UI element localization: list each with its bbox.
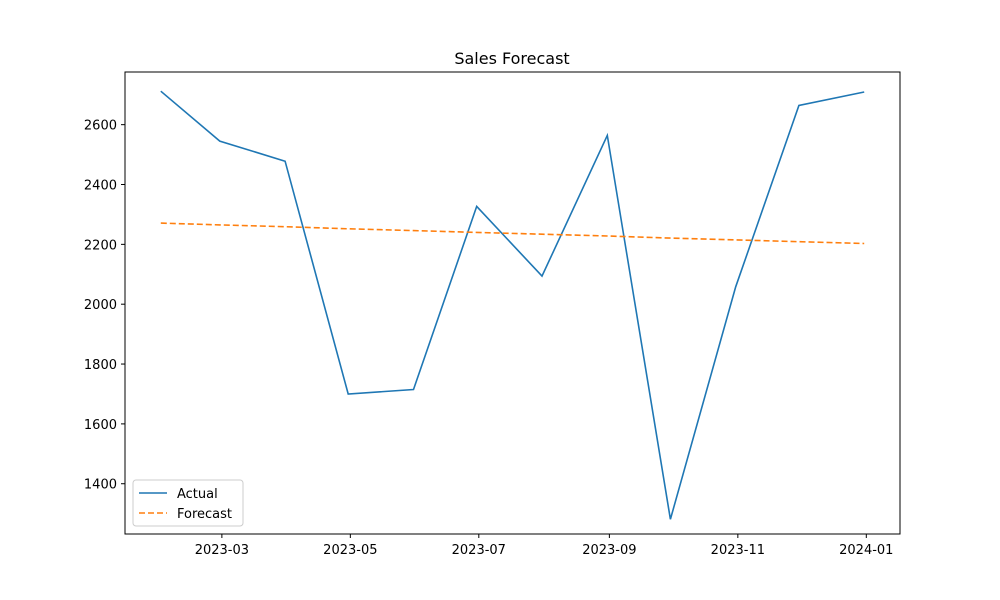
series-layer <box>160 90 865 520</box>
legend-label-forecast: Forecast <box>177 507 232 522</box>
x-tick-label: 2023-11 <box>711 543 765 558</box>
y-axis: 1400 1600 1800 2000 2200 2400 2600 <box>84 119 125 493</box>
y-tick-label: 2600 <box>84 119 117 134</box>
x-tick-label: 2023-05 <box>323 543 377 558</box>
y-tick-label: 2400 <box>84 179 117 194</box>
chart-title: Sales Forecast <box>454 49 569 68</box>
series-line-actual <box>160 90 865 520</box>
y-tick-label: 1400 <box>84 478 117 493</box>
legend: Actual Forecast <box>132 479 244 527</box>
legend-label-actual: Actual <box>177 487 218 502</box>
x-tick-label: 2023-03 <box>195 543 249 558</box>
y-tick-label: 1800 <box>84 358 117 373</box>
y-tick-label: 2000 <box>84 298 117 313</box>
legend-box <box>132 479 244 527</box>
y-tick-label: 2200 <box>84 238 117 253</box>
x-axis: 2023-03 2023-05 2023-07 2023-09 2023-11 2024-… <box>195 534 893 558</box>
series-line-forecast <box>160 222 865 245</box>
plot-area <box>124 71 901 535</box>
x-tick-label: 2023-07 <box>452 543 506 558</box>
x-tick-label: 2024-01 <box>839 543 893 558</box>
plot-frame <box>124 71 901 535</box>
y-tick-label: 1600 <box>84 418 117 433</box>
x-tick-label: 2023-09 <box>582 543 636 558</box>
